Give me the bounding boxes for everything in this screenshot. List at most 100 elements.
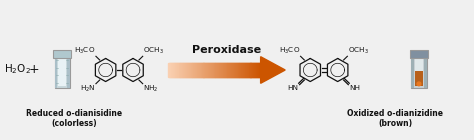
Text: H$_2$N: H$_2$N (80, 84, 95, 94)
Bar (208, 63, 210, 77)
Bar (183, 63, 185, 77)
Bar (217, 63, 218, 77)
Bar (203, 63, 205, 77)
Bar (192, 63, 194, 77)
Bar (185, 63, 187, 77)
Bar (259, 63, 261, 77)
Bar (198, 63, 200, 77)
Bar (229, 63, 231, 77)
Bar (179, 63, 181, 77)
FancyBboxPatch shape (424, 53, 427, 88)
Bar (248, 63, 250, 77)
Text: Reduced o-dianisidine: Reduced o-dianisidine (26, 109, 122, 118)
Bar (260, 63, 262, 77)
Bar (195, 63, 197, 77)
Bar (231, 63, 233, 77)
Bar (180, 63, 182, 77)
Bar (200, 63, 201, 77)
Bar (222, 63, 224, 77)
Bar (227, 63, 228, 77)
Bar (189, 63, 191, 77)
Bar (182, 63, 184, 77)
Bar (257, 63, 259, 77)
FancyBboxPatch shape (55, 52, 70, 88)
Bar (199, 63, 201, 77)
Text: H$_2$O$_2$: H$_2$O$_2$ (4, 62, 31, 76)
Bar (213, 63, 215, 77)
Text: Oxidized o-dianizidine: Oxidized o-dianizidine (347, 109, 443, 118)
Bar (246, 63, 248, 77)
Bar (178, 63, 180, 77)
Bar (234, 63, 236, 77)
Bar (214, 63, 216, 77)
Bar (215, 63, 217, 77)
Bar (209, 63, 211, 77)
Bar (249, 63, 251, 77)
Bar (205, 63, 207, 77)
Bar (176, 63, 178, 77)
Text: OCH$_3$: OCH$_3$ (348, 46, 369, 56)
FancyBboxPatch shape (411, 53, 414, 88)
Bar (173, 63, 175, 77)
Bar (172, 63, 174, 77)
Bar (174, 63, 176, 77)
Bar (225, 63, 227, 77)
Bar (253, 63, 255, 77)
Bar (244, 63, 246, 77)
Bar (184, 63, 186, 77)
Text: OCH$_3$: OCH$_3$ (143, 46, 164, 56)
Bar (254, 63, 256, 77)
FancyBboxPatch shape (410, 50, 428, 58)
Text: NH$_2$: NH$_2$ (143, 84, 158, 94)
Text: (colorless): (colorless) (51, 119, 97, 128)
Bar (207, 63, 209, 77)
Bar (256, 63, 258, 77)
Text: HN: HN (287, 85, 298, 91)
Bar (258, 63, 260, 77)
FancyBboxPatch shape (411, 52, 427, 88)
Bar (194, 63, 196, 77)
Bar (241, 63, 243, 77)
FancyBboxPatch shape (58, 53, 66, 86)
Bar (175, 63, 177, 77)
Bar (228, 63, 229, 77)
Bar (193, 63, 195, 77)
Text: H$_3$CO: H$_3$CO (74, 46, 95, 56)
Bar (226, 63, 228, 77)
Bar (219, 63, 221, 77)
Bar (230, 63, 232, 77)
Bar (242, 63, 244, 77)
Bar (250, 63, 251, 77)
Bar (217, 63, 219, 77)
Bar (169, 63, 171, 77)
Bar (182, 63, 183, 77)
Bar (250, 63, 252, 77)
Text: (brown): (brown) (378, 119, 412, 128)
Bar (247, 63, 249, 77)
Bar (235, 63, 237, 77)
Bar (190, 63, 191, 77)
FancyBboxPatch shape (67, 53, 70, 88)
Bar (224, 63, 226, 77)
Bar (211, 63, 213, 77)
Bar (171, 63, 173, 77)
Bar (206, 63, 208, 77)
Bar (196, 63, 198, 77)
Bar (181, 63, 182, 77)
Bar (201, 63, 203, 77)
Bar (168, 63, 170, 77)
Bar (170, 63, 172, 77)
Polygon shape (261, 57, 285, 83)
Bar (177, 63, 179, 77)
Circle shape (417, 82, 421, 86)
Bar (210, 63, 212, 77)
Text: NH: NH (350, 85, 361, 91)
FancyBboxPatch shape (415, 71, 423, 86)
Bar (191, 63, 193, 77)
Text: Peroxidase: Peroxidase (192, 45, 261, 55)
FancyBboxPatch shape (415, 53, 423, 86)
Bar (237, 63, 238, 77)
Bar (220, 63, 222, 77)
Bar (228, 63, 230, 77)
FancyBboxPatch shape (53, 50, 71, 58)
